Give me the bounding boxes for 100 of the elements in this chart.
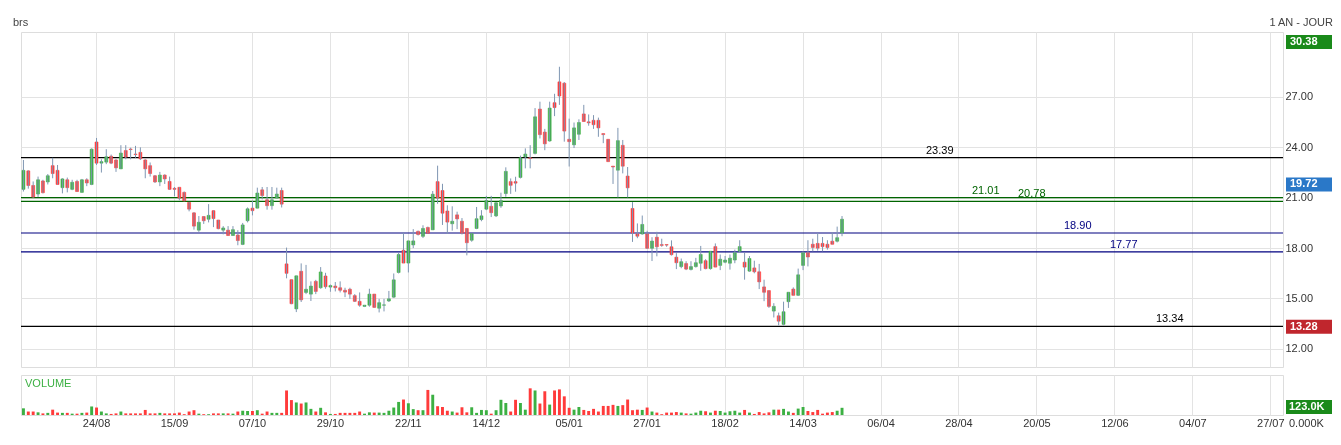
- bar: [548, 404, 552, 415]
- candlestick: [469, 233, 474, 243]
- bar: [782, 408, 786, 415]
- candlestick: [518, 155, 523, 179]
- candlestick: [372, 293, 377, 309]
- bar: [811, 412, 815, 415]
- candlestick: [333, 281, 338, 292]
- candlestick: [484, 195, 489, 211]
- text: 123.0K: [1289, 400, 1325, 412]
- candlestick: [221, 225, 225, 235]
- y-tick-label: 12.00: [1285, 342, 1314, 355]
- ref-line-label: 20.78: [1018, 187, 1046, 200]
- bar: [367, 412, 371, 415]
- bar: [577, 407, 581, 415]
- candlestick: [835, 226, 839, 243]
- candlestick: [65, 177, 70, 193]
- bar: [285, 390, 289, 415]
- bar: [119, 411, 123, 415]
- candlestick: [294, 275, 299, 313]
- category-label: 14/03: [789, 416, 817, 429]
- bar: [246, 411, 250, 415]
- bar: [674, 412, 678, 415]
- bar: [553, 390, 557, 415]
- candlestick: [791, 286, 796, 296]
- candlestick: [133, 145, 138, 159]
- bar: [265, 411, 269, 415]
- bar: [772, 409, 776, 415]
- category-label: 15/09: [160, 416, 189, 429]
- bar: [699, 410, 703, 415]
- bar: [806, 411, 810, 415]
- bar: [733, 410, 737, 415]
- candlestick: [60, 177, 65, 194]
- y-tick-label: 27.00: [1285, 90, 1314, 103]
- bar: [606, 405, 610, 415]
- bar: [416, 410, 420, 415]
- bar: [470, 407, 474, 415]
- bar: [596, 411, 600, 415]
- candlestick: [406, 240, 411, 273]
- bar: [289, 400, 293, 415]
- bar: [621, 405, 625, 415]
- bar: [21, 408, 25, 415]
- candlestick: [630, 201, 635, 243]
- candlestick: [275, 187, 279, 199]
- candlestick: [328, 284, 333, 293]
- candlestick: [21, 159, 26, 193]
- chart-title: brs: [13, 16, 29, 28]
- bar: [80, 412, 84, 415]
- bar: [294, 402, 298, 415]
- bar: [436, 406, 440, 415]
- bar: [796, 408, 800, 415]
- candlestick: [323, 272, 328, 290]
- candlestick: [669, 239, 674, 256]
- bar: [270, 412, 274, 415]
- bar: [299, 403, 303, 415]
- bar: [99, 411, 103, 415]
- bar: [46, 412, 50, 415]
- candlestick: [742, 252, 747, 281]
- candlestick: [46, 173, 50, 185]
- bar: [704, 411, 708, 415]
- bar: [411, 409, 415, 415]
- category-label: 18/02: [711, 416, 739, 429]
- category-label: 22/11: [395, 416, 422, 429]
- bar: [791, 412, 795, 415]
- candlestick: [289, 279, 294, 305]
- bar: [801, 407, 805, 415]
- candlestick: [357, 291, 362, 308]
- bar: [241, 410, 245, 415]
- bar: [95, 407, 98, 415]
- candlestick: [240, 222, 245, 246]
- bar: [304, 402, 308, 415]
- bar: [187, 411, 191, 415]
- y-tick-label: 24.00: [1285, 140, 1314, 153]
- text: 30.38: [1290, 35, 1318, 48]
- candlestick: [255, 187, 260, 209]
- bar: [324, 412, 327, 415]
- candlestick: [601, 133, 606, 144]
- bar: [567, 407, 571, 415]
- candlestick: [236, 229, 240, 246]
- candlestick: [216, 219, 221, 230]
- bar: [635, 409, 639, 415]
- candlestick: [279, 187, 284, 208]
- bar: [387, 410, 391, 415]
- bar: [90, 406, 94, 415]
- candlestick: [85, 177, 89, 187]
- bar: [250, 411, 254, 415]
- candlestick: [713, 242, 718, 268]
- bar: [645, 407, 649, 415]
- bar: [528, 388, 532, 415]
- bar: [640, 409, 644, 415]
- bar: [538, 403, 542, 415]
- candlestick: [128, 147, 133, 160]
- candlestick: [567, 118, 571, 167]
- candlestick: [124, 144, 128, 160]
- category-label: 29/10: [316, 416, 345, 429]
- candlestick: [99, 158, 104, 174]
- bar: [31, 411, 35, 415]
- category-label: 07/10: [238, 416, 267, 429]
- bar: [319, 407, 323, 415]
- category-label: 14/12: [472, 416, 501, 429]
- candlestick: [698, 245, 703, 272]
